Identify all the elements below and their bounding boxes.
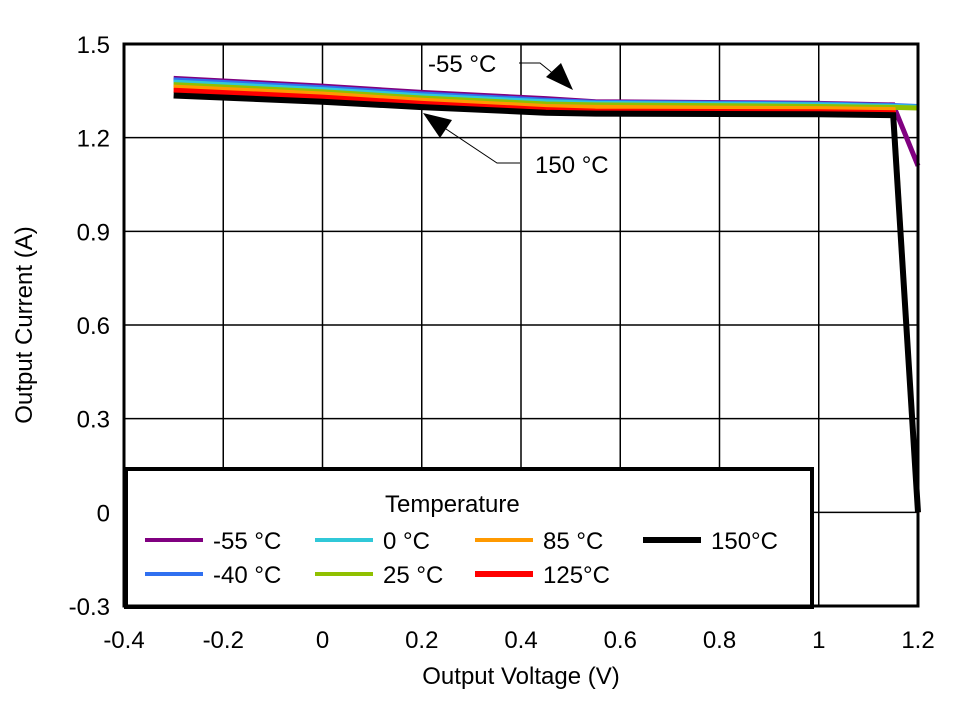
y-tick-label: 1.5: [77, 32, 110, 59]
annotation-minus55: -55 °C: [428, 51, 496, 78]
legend-title: Temperature: [385, 491, 520, 518]
tick-labels: -0.4 -0.2 0 0.2 0.4 0.6 0.8 1 1.2 -0.3 0 0.3 0.6 0.9 1…: [69, 32, 935, 654]
series-line-4: [173, 84, 921, 513]
plot-frame: [122, 42, 920, 608]
x-tick-label: 1.2: [901, 627, 934, 654]
y-axis-label: Output Current (A): [11, 226, 38, 423]
legend: Temperature -55 °C -40 °C 0 °C 25 °C 85 °C 12…: [124, 467, 814, 609]
y-tick-label: 0.9: [77, 219, 110, 246]
series-line-6: [173, 92, 921, 513]
y-tick-label: 0: [97, 500, 110, 527]
legend-label: 0 °C: [383, 528, 430, 555]
x-tick-label: 0.2: [405, 627, 438, 654]
y-tick-label: 0.3: [77, 407, 110, 434]
annotations: -55 °C 150 °C: [423, 51, 609, 179]
legend-label: -55 °C: [213, 528, 281, 555]
x-tick-label: 1: [812, 627, 825, 654]
legend-box: [124, 467, 814, 609]
x-tick-label: 0.6: [604, 627, 637, 654]
legend-label: 150°C: [711, 528, 778, 555]
y-tick-label: 0.6: [77, 313, 110, 340]
legend-label: 85 °C: [543, 528, 603, 555]
x-axis-label: Output Voltage (V): [422, 663, 619, 690]
y-tick-label: 1.2: [77, 126, 110, 153]
legend-label: -40 °C: [213, 562, 281, 589]
x-tick-label: -0.2: [203, 627, 244, 654]
legend-label: 25 °C: [383, 562, 443, 589]
series-lines: [173, 75, 921, 513]
annotation-150-arrow: [423, 113, 452, 138]
x-tick-label: 0.4: [504, 627, 537, 654]
legend-label: 125°C: [543, 562, 610, 589]
x-tick-label: 0.8: [703, 627, 736, 654]
annotation-150-leader: [439, 124, 520, 164]
x-tick-label: -0.4: [103, 627, 144, 654]
x-tick-label: 0: [316, 627, 329, 654]
annotation-minus55-arrow: [546, 63, 573, 90]
annotation-150: 150 °C: [535, 152, 609, 179]
y-tick-label: -0.3: [69, 594, 110, 621]
